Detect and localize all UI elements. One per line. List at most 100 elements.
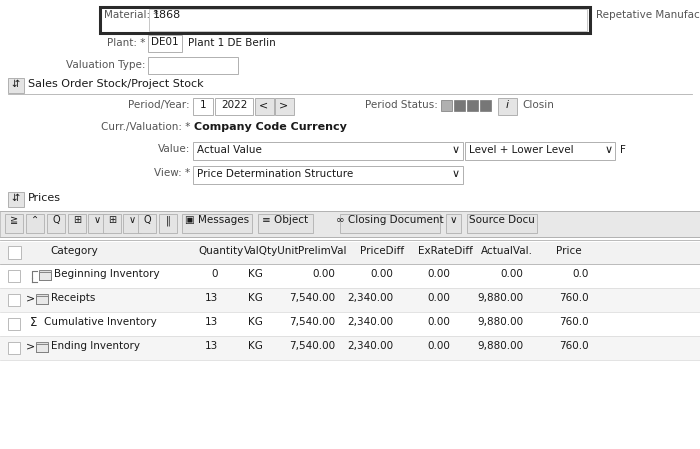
Text: Quantity: Quantity	[198, 246, 244, 256]
Bar	[159, 214, 177, 233]
Text: ‖: ‖	[166, 215, 170, 225]
Bar	[148, 57, 238, 74]
Bar	[138, 214, 156, 233]
Text: ≧: ≧	[10, 215, 18, 225]
Text: 0.00: 0.00	[427, 293, 450, 303]
Text: Cumulative Inventory: Cumulative Inventory	[44, 317, 157, 327]
Text: 2022: 2022	[220, 100, 247, 110]
Text: PrelimVal: PrelimVal	[298, 246, 346, 256]
Text: Repetative Manufac: Repetative Manufac	[596, 10, 700, 20]
Bar	[340, 214, 440, 233]
Bar	[467, 214, 537, 233]
Bar	[0, 336, 700, 360]
Text: ⊞: ⊞	[73, 215, 81, 225]
Text: F: F	[620, 145, 626, 155]
Text: 2,340.00: 2,340.00	[347, 341, 393, 351]
Bar	[193, 98, 213, 115]
Text: Plant 1 DE Berlin: Plant 1 DE Berlin	[188, 38, 276, 48]
Text: ⌃: ⌃	[31, 215, 39, 225]
Text: ∞ Closing Document: ∞ Closing Document	[336, 215, 444, 225]
Text: Period Status:: Period Status:	[365, 100, 438, 110]
Text: 7,540.00: 7,540.00	[289, 341, 335, 351]
Bar	[39, 270, 51, 280]
Text: 760.0: 760.0	[559, 317, 589, 327]
Bar	[215, 98, 253, 115]
Text: <: <	[260, 100, 269, 110]
Bar	[454, 100, 465, 111]
Text: ⇵: ⇵	[12, 79, 20, 89]
Bar	[36, 296, 48, 304]
Text: ∨: ∨	[452, 145, 460, 155]
Text: Level + Lower Level: Level + Lower Level	[469, 145, 573, 155]
Bar	[88, 214, 106, 233]
Bar	[446, 214, 461, 233]
Bar	[8, 270, 20, 282]
Bar	[441, 100, 452, 111]
Bar	[26, 214, 44, 233]
Text: 7,540.00: 7,540.00	[289, 317, 335, 327]
Bar	[193, 142, 463, 160]
Bar	[100, 7, 590, 33]
Text: 0.00: 0.00	[312, 269, 335, 279]
Text: 0.00: 0.00	[427, 341, 450, 351]
Bar	[255, 98, 274, 115]
Bar	[0, 190, 700, 210]
Bar	[8, 192, 24, 207]
Bar	[465, 142, 615, 160]
Text: Value:: Value:	[158, 144, 190, 154]
Bar	[8, 246, 21, 259]
Bar	[480, 100, 491, 111]
Text: Ending Inventory: Ending Inventory	[51, 341, 140, 351]
Text: Plant: *: Plant: *	[106, 38, 145, 48]
Text: ⊞: ⊞	[108, 215, 116, 225]
Bar	[8, 78, 24, 93]
Text: View: *: View: *	[154, 168, 190, 178]
Text: Beginning Inventory: Beginning Inventory	[54, 269, 160, 279]
Text: KG: KG	[248, 269, 263, 279]
Bar	[275, 98, 294, 115]
Bar	[103, 214, 121, 233]
Text: Period/Year:: Period/Year:	[128, 100, 190, 110]
Text: 0.00: 0.00	[427, 317, 450, 327]
Text: PriceDiff: PriceDiff	[360, 246, 404, 256]
Text: 7,540.00: 7,540.00	[289, 293, 335, 303]
Text: ⇵: ⇵	[12, 193, 20, 203]
Bar	[68, 214, 86, 233]
Text: 1868: 1868	[153, 10, 181, 20]
Bar	[8, 318, 20, 330]
Bar	[498, 98, 517, 115]
Bar	[123, 214, 141, 233]
Bar	[8, 342, 20, 354]
Bar	[0, 211, 700, 237]
Text: 0.0: 0.0	[573, 269, 589, 279]
Text: ∨: ∨	[93, 215, 101, 225]
Bar	[36, 294, 48, 304]
Text: 0: 0	[211, 269, 218, 279]
Text: ∨: ∨	[452, 169, 460, 179]
Text: Q: Q	[144, 215, 150, 225]
Text: KG: KG	[248, 293, 263, 303]
Text: Price: Price	[556, 246, 582, 256]
Bar	[148, 35, 182, 52]
Text: 2,340.00: 2,340.00	[347, 293, 393, 303]
Text: 0.00: 0.00	[427, 269, 450, 279]
Bar	[149, 9, 587, 31]
Text: Q: Q	[52, 215, 60, 225]
Bar	[0, 288, 700, 312]
Bar	[5, 214, 23, 233]
Bar	[258, 214, 313, 233]
Text: >: >	[26, 293, 35, 303]
Text: KG: KG	[248, 341, 263, 351]
Text: 9,880.00: 9,880.00	[477, 317, 523, 327]
Text: ▣ Messages: ▣ Messages	[185, 215, 249, 225]
Bar	[0, 0, 700, 260]
Text: KG: KG	[248, 317, 263, 327]
Text: Closin: Closin	[522, 100, 554, 110]
Text: i: i	[505, 100, 509, 110]
Text: 13: 13	[204, 341, 218, 351]
Text: 2,340.00: 2,340.00	[347, 317, 393, 327]
Text: 13: 13	[204, 317, 218, 327]
Text: 1: 1	[199, 100, 206, 110]
Text: 760.0: 760.0	[559, 293, 589, 303]
Text: >: >	[279, 100, 288, 110]
